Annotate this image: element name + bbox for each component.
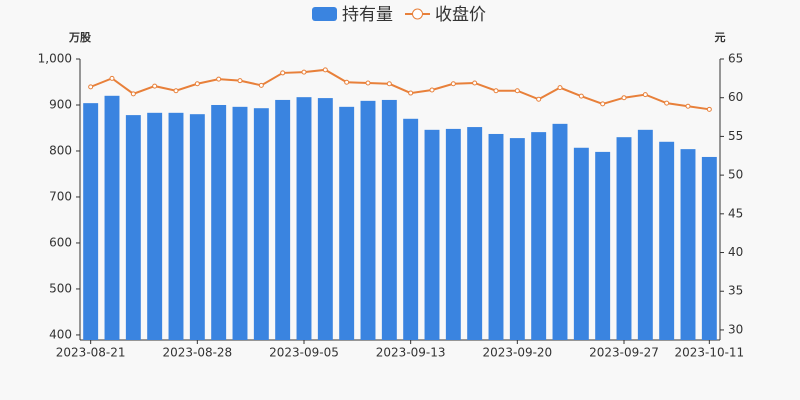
point xyxy=(258,82,264,88)
point xyxy=(88,84,94,90)
bar xyxy=(573,147,589,340)
x-tick-label: 2023-08-21 xyxy=(56,346,126,360)
point xyxy=(344,79,350,85)
y2-tick-label: 60 xyxy=(728,90,743,104)
point xyxy=(472,80,478,86)
y2-tick-label: 35 xyxy=(728,284,743,298)
bar xyxy=(637,129,653,340)
point xyxy=(493,88,499,94)
y2-tick-label: 65 xyxy=(728,52,743,66)
point xyxy=(194,81,200,87)
point xyxy=(557,85,563,91)
x-tick-label: 2023-10-11 xyxy=(674,346,744,360)
point xyxy=(386,81,392,87)
point xyxy=(600,101,606,107)
bar xyxy=(552,123,568,340)
y2-tick-label: 40 xyxy=(728,245,743,259)
point xyxy=(173,88,179,94)
bar xyxy=(147,112,163,341)
point xyxy=(621,95,627,101)
bar xyxy=(381,99,397,340)
bar xyxy=(509,138,525,340)
point xyxy=(450,81,456,87)
point xyxy=(408,90,414,96)
bar xyxy=(211,104,227,341)
point xyxy=(152,83,158,89)
point xyxy=(216,76,222,82)
bar xyxy=(104,95,120,340)
legend-swatch xyxy=(312,7,337,21)
y-tick-label: 600 xyxy=(49,235,72,249)
y2-tick-label: 50 xyxy=(728,168,743,182)
point xyxy=(365,80,371,86)
legend-label: 收盘价 xyxy=(435,5,486,25)
line xyxy=(90,68,710,111)
point xyxy=(301,69,307,75)
bar xyxy=(232,106,248,340)
x-tick-label: 2023-09-05 xyxy=(269,346,339,360)
point xyxy=(280,70,286,76)
point xyxy=(322,67,328,73)
x-tick-label: 2023-09-27 xyxy=(589,346,659,360)
bar xyxy=(275,99,291,340)
bar xyxy=(595,151,611,340)
x-tick-label: 2023-08-28 xyxy=(162,346,232,360)
bar xyxy=(616,137,632,340)
y-tick-label: 500 xyxy=(49,281,72,295)
y2-tick-label: 30 xyxy=(728,322,743,336)
y-tick-label: 700 xyxy=(49,189,72,203)
y2-axis-label: 元 xyxy=(715,31,726,44)
point xyxy=(664,100,670,106)
point xyxy=(429,87,435,93)
bar xyxy=(445,128,461,340)
bar xyxy=(189,114,205,340)
point xyxy=(706,106,712,112)
bar xyxy=(467,127,483,341)
point xyxy=(109,75,115,81)
y2-tick-label: 55 xyxy=(728,129,743,143)
point xyxy=(578,93,584,99)
point xyxy=(237,78,243,84)
bar xyxy=(531,132,547,340)
legend-label: 持有量 xyxy=(342,5,393,25)
bar xyxy=(701,156,717,340)
bar xyxy=(83,103,99,340)
x-tick-label: 2023-09-13 xyxy=(376,346,446,360)
point xyxy=(685,103,691,109)
y-axis-label: 万股 xyxy=(68,31,92,44)
y-tick-label: 900 xyxy=(49,97,72,111)
point xyxy=(130,91,136,97)
bar xyxy=(168,112,184,341)
point xyxy=(514,88,520,94)
bar xyxy=(125,115,141,340)
point xyxy=(642,92,648,98)
bar xyxy=(253,108,269,340)
y-tick-label: 800 xyxy=(49,143,72,157)
bar xyxy=(680,149,696,340)
bar xyxy=(360,100,376,340)
point xyxy=(536,96,542,102)
bar xyxy=(339,106,355,340)
bar xyxy=(488,133,504,340)
bar xyxy=(296,97,312,341)
y-tick-label: 1,000 xyxy=(38,52,72,66)
bar xyxy=(659,141,675,340)
bar xyxy=(317,98,333,341)
x-tick-label: 2023-09-20 xyxy=(482,346,552,360)
y-tick-label: 400 xyxy=(49,327,72,341)
y2-tick-label: 45 xyxy=(728,206,743,220)
bar xyxy=(403,118,419,340)
bar xyxy=(424,129,440,340)
legend-swatch xyxy=(412,8,423,20)
